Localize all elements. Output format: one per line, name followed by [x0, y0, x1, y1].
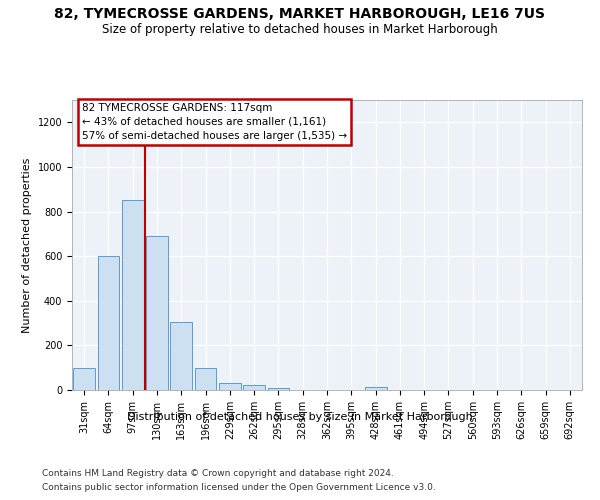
Text: 82 TYMECROSSE GARDENS: 117sqm
← 43% of detached houses are smaller (1,161)
57% o: 82 TYMECROSSE GARDENS: 117sqm ← 43% of d…: [82, 103, 347, 141]
Bar: [73, 368, 95, 390]
Bar: [146, 236, 168, 390]
Text: Size of property relative to detached houses in Market Harborough: Size of property relative to detached ho…: [102, 22, 498, 36]
Text: 82, TYMECROSSE GARDENS, MARKET HARBOROUGH, LE16 7US: 82, TYMECROSSE GARDENS, MARKET HARBOROUG…: [55, 8, 545, 22]
Bar: [97, 256, 119, 390]
Bar: [219, 384, 241, 390]
Bar: [243, 385, 265, 390]
Text: Contains HM Land Registry data © Crown copyright and database right 2024.: Contains HM Land Registry data © Crown c…: [42, 468, 394, 477]
Text: Distribution of detached houses by size in Market Harborough: Distribution of detached houses by size …: [127, 412, 473, 422]
Bar: [170, 322, 192, 390]
Text: Contains public sector information licensed under the Open Government Licence v3: Contains public sector information licen…: [42, 484, 436, 492]
Bar: [194, 368, 217, 390]
Bar: [268, 388, 289, 390]
Y-axis label: Number of detached properties: Number of detached properties: [22, 158, 32, 332]
Bar: [365, 386, 386, 390]
Bar: [122, 200, 143, 390]
